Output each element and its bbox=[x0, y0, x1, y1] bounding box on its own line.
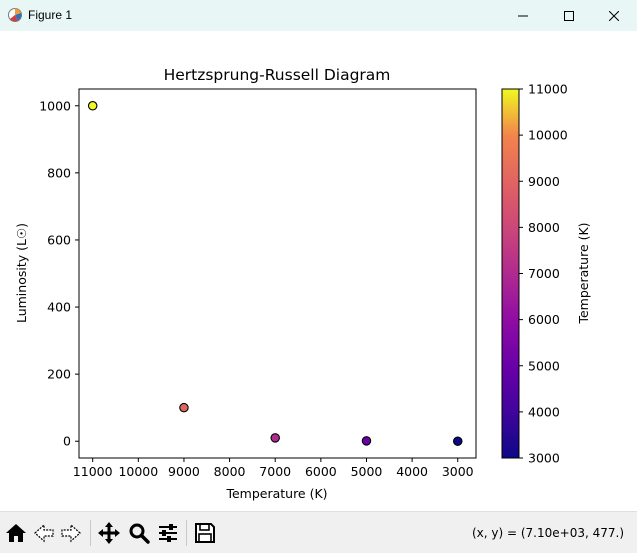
home-button[interactable] bbox=[3, 520, 29, 546]
x-axis-label: Temperature (K) bbox=[225, 486, 327, 501]
colorbar-tick-label: 8000 bbox=[528, 220, 560, 235]
cursor-coordinates: (x, y) = (7.10e+03, 477.) bbox=[471, 526, 624, 540]
x-tick-label: 9000 bbox=[168, 464, 200, 479]
colorbar-tick-label: 4000 bbox=[528, 404, 560, 419]
colorbar-tick-label: 5000 bbox=[528, 358, 560, 373]
matplotlib-app-icon bbox=[7, 7, 23, 23]
y-tick-label: 0 bbox=[63, 434, 71, 449]
close-icon bbox=[609, 10, 619, 21]
y-tick-label: 400 bbox=[47, 300, 71, 315]
toolbar-separator bbox=[186, 520, 187, 546]
home-icon bbox=[6, 524, 26, 542]
back-button[interactable] bbox=[31, 520, 57, 546]
toolbar-separator bbox=[90, 520, 91, 546]
maximize-icon bbox=[564, 10, 574, 21]
data-point bbox=[270, 433, 280, 443]
close-button[interactable] bbox=[591, 0, 637, 31]
configure-subplots-icon bbox=[159, 524, 177, 542]
pan-button[interactable] bbox=[96, 520, 122, 546]
forward-icon bbox=[61, 523, 81, 543]
x-tick-label: 8000 bbox=[214, 464, 246, 479]
minimize-icon bbox=[518, 15, 528, 16]
window-title: Figure 1 bbox=[28, 8, 73, 22]
save-button[interactable] bbox=[192, 520, 218, 546]
data-point bbox=[361, 436, 372, 446]
colorbar-label: Temperature (K) bbox=[576, 222, 591, 324]
minimize-button[interactable] bbox=[500, 0, 546, 31]
back-icon bbox=[34, 523, 54, 543]
x-tick-label: 5000 bbox=[351, 464, 383, 479]
colorbar-tick-label: 11000 bbox=[528, 82, 568, 97]
colorbar-tick-label: 6000 bbox=[528, 312, 560, 327]
zoom-button[interactable] bbox=[126, 520, 152, 546]
x-tick-label: 4000 bbox=[396, 464, 428, 479]
y-tick-label: 600 bbox=[47, 232, 71, 247]
x-tick-label: 10000 bbox=[118, 464, 158, 479]
figure-canvas[interactable]: Hertzsprung-Russell Diagram 11000 10000 90… bbox=[0, 31, 637, 511]
navigation-toolbar: (x, y) = (7.10e+03, 477.) bbox=[0, 511, 637, 553]
data-point bbox=[179, 402, 189, 413]
colorbar-tick-label: 7000 bbox=[528, 266, 560, 281]
colorbar bbox=[501, 88, 520, 459]
x-tick-label: 7000 bbox=[259, 464, 291, 479]
data-point bbox=[87, 101, 98, 111]
x-tick-label: 11000 bbox=[73, 464, 113, 479]
colorbar-tick-label: 10000 bbox=[528, 128, 568, 143]
zoom-icon bbox=[129, 523, 150, 544]
window-titlebar: Figure 1 bbox=[0, 0, 637, 31]
data-point bbox=[452, 436, 463, 446]
y-tick-label: 1000 bbox=[39, 98, 71, 113]
maximize-button[interactable] bbox=[546, 0, 592, 31]
plot-area bbox=[78, 88, 477, 459]
x-tick-label: 3000 bbox=[442, 464, 474, 479]
y-axis-label: Luminosity (L☉) bbox=[14, 223, 29, 323]
pan-icon bbox=[98, 522, 120, 544]
x-tick-label: 6000 bbox=[305, 464, 337, 479]
hr-diagram-chart: Hertzsprung-Russell Diagram 11000 10000 90… bbox=[14, 66, 591, 501]
y-tick-label: 800 bbox=[47, 165, 71, 180]
colorbar-tick-label: 9000 bbox=[528, 174, 560, 189]
colorbar-tick-label: 3000 bbox=[528, 451, 560, 466]
save-icon bbox=[195, 523, 215, 543]
chart-title: Hertzsprung-Russell Diagram bbox=[164, 66, 391, 84]
y-tick-label: 200 bbox=[47, 367, 71, 382]
configure-subplots-button[interactable] bbox=[155, 520, 181, 546]
forward-button[interactable] bbox=[58, 520, 84, 546]
